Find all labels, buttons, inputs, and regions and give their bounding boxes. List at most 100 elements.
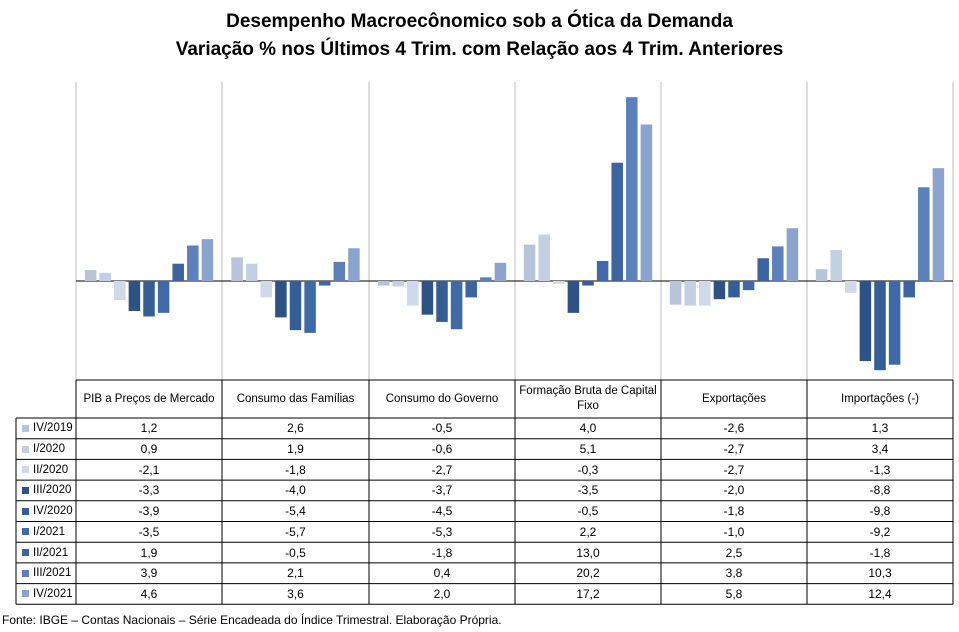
legend-row-label: IV/2021: [18, 584, 76, 605]
bar: [348, 248, 360, 281]
legend-swatch: [22, 445, 29, 453]
table-cell: -0,5: [577, 504, 599, 519]
table-cell: 2,5: [725, 545, 743, 560]
series-name: IV/2020: [33, 505, 73, 518]
bar: [815, 269, 828, 281]
series-name: I/2020: [33, 443, 65, 456]
bar: [480, 277, 492, 281]
bar: [494, 262, 507, 281]
table-cell: -3,7: [431, 483, 453, 498]
bar: [201, 239, 214, 281]
bar: [275, 281, 287, 318]
table-cell: 3,4: [871, 442, 889, 457]
bar: [918, 187, 930, 281]
bar: [626, 97, 638, 282]
table-cell: -4,0: [285, 483, 306, 498]
bar: [684, 281, 696, 306]
legend-row-label: II/2020: [18, 459, 76, 480]
category-label: Consumo do Governo: [385, 392, 499, 405]
table-cell: 0,9: [140, 442, 158, 457]
table-cell: 1,3: [871, 421, 889, 436]
bar: [640, 124, 653, 281]
table-cell: -1,8: [869, 545, 891, 560]
table-cell: 13,0: [576, 545, 600, 560]
table-cell: -0,3: [577, 462, 599, 477]
bar: [157, 281, 170, 313]
table-cell: 0,4: [433, 566, 451, 581]
legend-swatch: [22, 466, 29, 474]
table-cell: -2,6: [723, 421, 745, 436]
bar: [114, 281, 126, 301]
table-cell: -9,2: [869, 524, 891, 539]
series-name: III/2020: [33, 484, 72, 497]
source-note: Fonte: IBGE – Contas Nacionais – Série E…: [2, 613, 502, 627]
table-cell: 4,6: [140, 586, 158, 601]
bar: [245, 263, 258, 281]
bar: [436, 281, 448, 322]
bar: [304, 281, 316, 333]
bar: [611, 162, 623, 281]
legend-row-label: III/2020: [18, 480, 76, 501]
legend-row-label: IV/2019: [18, 418, 76, 439]
table-cell: -4,5: [431, 504, 453, 519]
bar: [699, 281, 711, 306]
table-cell: -2,0: [723, 483, 745, 498]
series-name: I/2021: [33, 525, 65, 538]
bar: [318, 281, 331, 286]
table-cell: 2,2: [579, 524, 597, 539]
legend-row-label: IV/2020: [18, 501, 76, 522]
table-cell: -9,8: [869, 504, 891, 519]
bar: [465, 281, 477, 298]
table-cell: -5,3: [431, 524, 453, 539]
table-cell: -1,3: [869, 462, 891, 477]
table-cell: -5,7: [285, 524, 306, 539]
legend-swatch: [22, 590, 29, 598]
bar: [289, 281, 302, 331]
bar: [260, 281, 273, 298]
bar: [874, 281, 886, 371]
table-cell: 2,6: [287, 421, 304, 436]
series-name: II/2020: [33, 463, 69, 476]
table-cell: -0,6: [431, 442, 453, 457]
table-cell: 3,6: [287, 586, 304, 601]
bar: [407, 281, 419, 306]
bar: [888, 281, 901, 365]
bar: [713, 281, 726, 300]
bar: [932, 168, 945, 281]
legend-row-label: II/2021: [18, 542, 76, 563]
bar: [553, 281, 565, 284]
bar: [187, 245, 199, 281]
bar: [538, 234, 550, 281]
table-cell: -1,8: [431, 545, 453, 560]
table-cell: 17,2: [576, 586, 600, 601]
bar: [757, 258, 769, 281]
bar: [830, 250, 842, 281]
bar: [99, 272, 111, 281]
table-cell: 4,0: [579, 421, 597, 436]
bar: [84, 270, 97, 281]
legend-row-label: III/2021: [18, 563, 76, 584]
legend-swatch: [22, 507, 29, 515]
bar: [421, 281, 434, 315]
category-label: Formação Bruta de Capital Fixo: [519, 385, 657, 412]
bar: [596, 260, 609, 281]
bar: [128, 281, 141, 312]
bar: [143, 281, 155, 317]
legend-row-label: I/2021: [18, 522, 76, 543]
table-cell: 10,3: [868, 566, 892, 581]
table-cell: 20,2: [576, 566, 600, 581]
table-cell: -3,3: [138, 483, 160, 498]
category-label: Importações (-): [841, 392, 919, 405]
table-cell: -1,8: [285, 462, 306, 477]
bar: [845, 281, 857, 293]
bar: [772, 246, 784, 281]
category-label: PIB a Preços de Mercado: [83, 392, 215, 405]
table-cell: -3,5: [577, 483, 599, 498]
bar: [172, 263, 184, 281]
series-name: II/2021: [33, 546, 69, 559]
bar: [582, 281, 594, 286]
bar: [669, 281, 682, 305]
table-cell: 1,9: [140, 545, 158, 560]
table-cell: 5,8: [725, 586, 743, 601]
